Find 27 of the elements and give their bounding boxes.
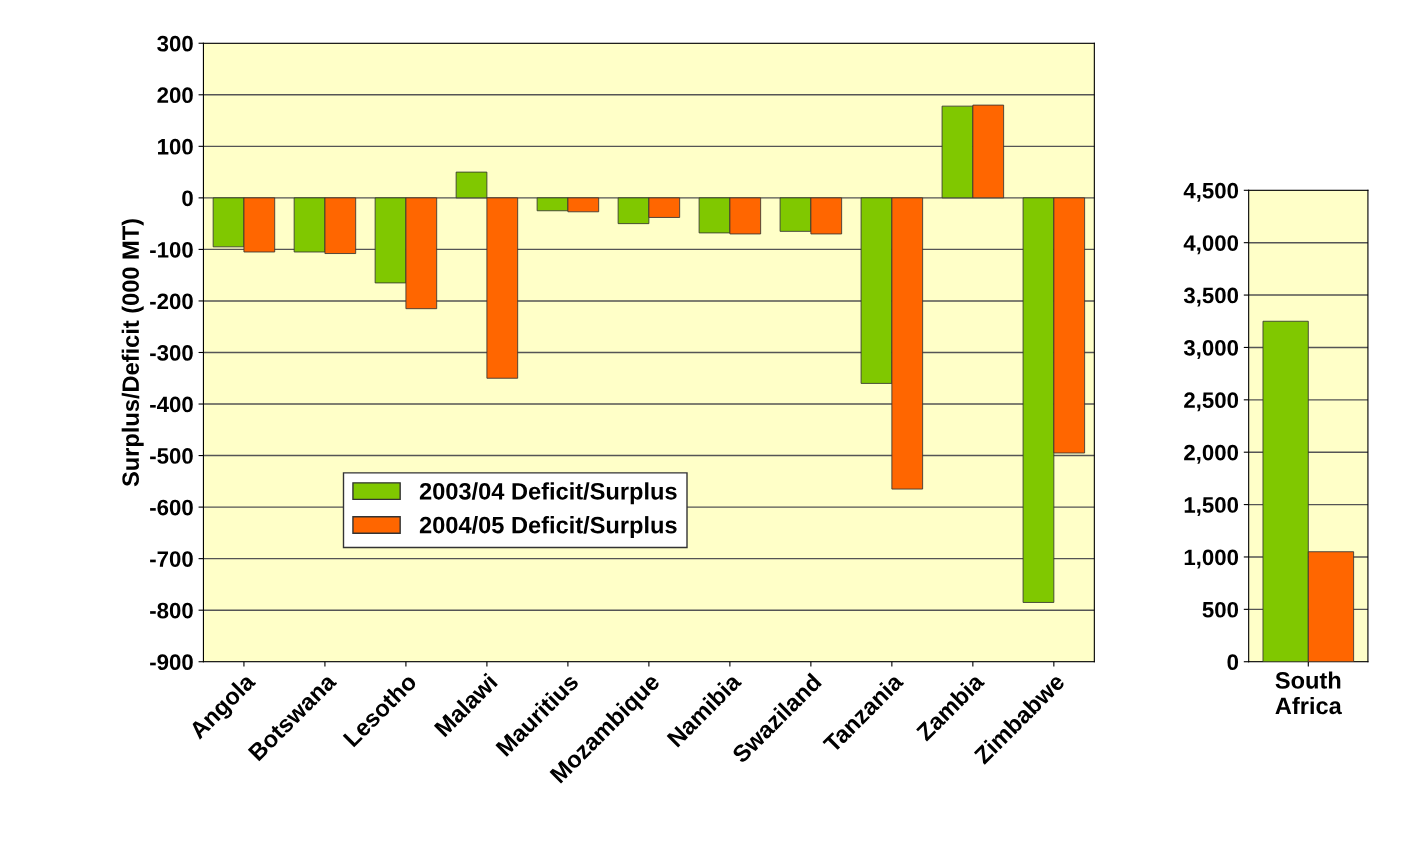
legend-label: 2003/04 Deficit/Surplus <box>419 482 677 505</box>
y-tick-label: 100 <box>158 138 193 155</box>
x-tick-label: South Africa <box>1275 671 1342 715</box>
y-tick-label: 4,000 <box>1183 235 1239 255</box>
y-tick-label: 1,500 <box>1184 497 1239 517</box>
y-tick-label: 4,500 <box>1183 182 1239 202</box>
y-tick-label: 200 <box>157 87 193 104</box>
y-tick-label: 500 <box>1202 601 1239 618</box>
y-tick-label: 3,000 <box>1183 339 1239 359</box>
y-tick-label: -400 <box>150 396 193 413</box>
y-tick-label: 2,000 <box>1184 444 1239 464</box>
y-tick-label: -700 <box>150 551 193 567</box>
y-tick-label: -600 <box>150 499 193 516</box>
y-tick-label: 0 <box>182 190 193 207</box>
legend-label: 2004/05 Deficit/Surplus <box>419 516 677 539</box>
y-tick-label: -800 <box>150 602 193 619</box>
y-tick-label: -900 <box>150 654 193 670</box>
y-tick-label: -300 <box>150 345 193 361</box>
y-tick-label: -500 <box>150 448 193 464</box>
y-tick-label: -200 <box>150 293 193 310</box>
y-tick-label: 0 <box>1227 654 1239 670</box>
y-tick-label: 3,500 <box>1183 287 1239 307</box>
y-tick-label: 300 <box>157 35 193 52</box>
y-tick-label: 2,500 <box>1184 392 1239 412</box>
y-tick-label: -100 <box>150 241 193 258</box>
y-tick-label: 1,000 <box>1184 549 1239 569</box>
y-axis-title: Surplus/Deficit (000 MT) <box>121 219 144 487</box>
